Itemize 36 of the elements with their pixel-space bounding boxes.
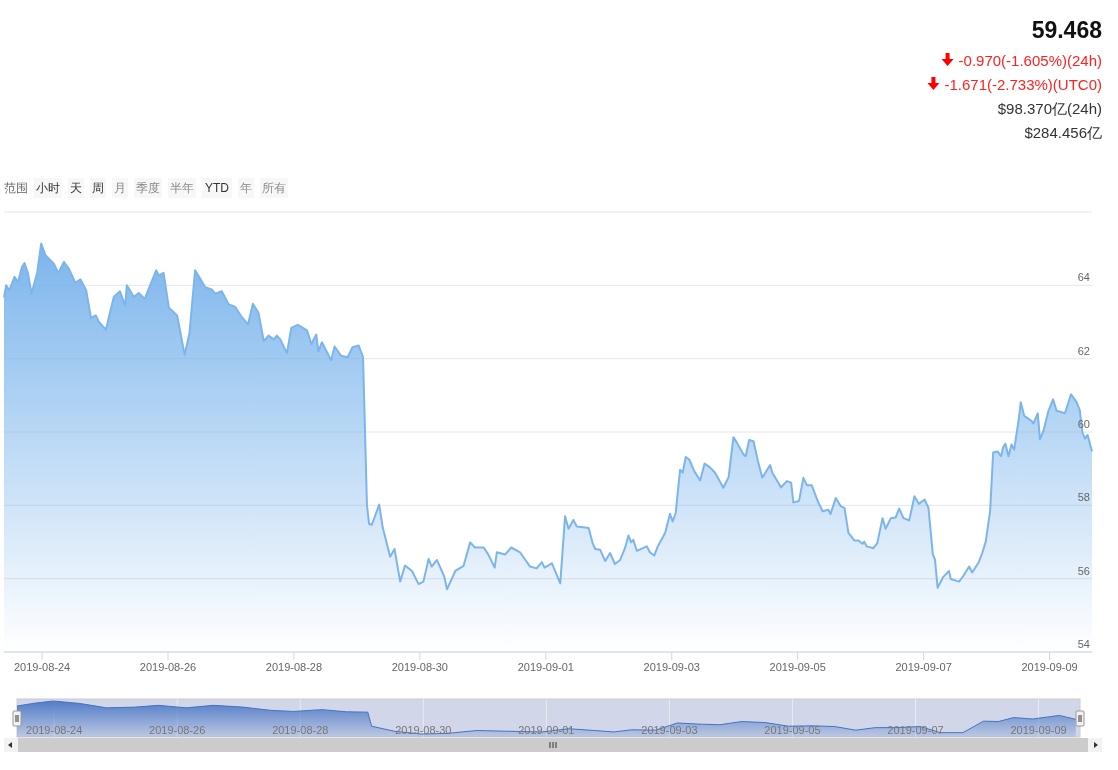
x-tick-label: 2019-08-24	[26, 724, 83, 736]
x-tick-label: 2019-09-09	[1010, 724, 1067, 736]
x-tick-label: 2019-09-03	[641, 724, 698, 736]
text: 季度	[136, 181, 160, 195]
text: $284.456亿	[1024, 124, 1102, 141]
text: 所有	[262, 181, 286, 195]
text: -1.671(-2.733%)(UTC0)	[944, 76, 1102, 93]
text: -0.970(-1.605%)(24h)	[958, 52, 1102, 69]
text: $98.370亿(24h)	[997, 100, 1102, 117]
x-tick-label: 2019-09-01	[517, 661, 574, 673]
x-tick-label: 2019-08-30	[391, 661, 449, 673]
x-tick-label: 2019-09-03	[643, 661, 700, 673]
x-tick-label: 2019-08-26	[139, 661, 197, 673]
x-tick-label: 2019-08-30	[395, 724, 452, 736]
y-tick-label: 58	[1077, 491, 1090, 504]
y-tick-label: 56	[1077, 564, 1090, 577]
y-tick-label: 62	[1077, 344, 1090, 357]
text: 范围	[4, 181, 28, 195]
x-tick-label: 2019-08-26	[149, 724, 206, 736]
text: 半年	[170, 181, 194, 195]
y-tick-label: 54	[1077, 638, 1090, 650]
text: 年	[240, 181, 252, 195]
text: 周	[92, 181, 104, 195]
x-tick-label: 2019-09-05	[769, 661, 826, 673]
x-tick-label: 2019-09-07	[895, 661, 952, 673]
text: 小时	[36, 181, 60, 195]
x-tick-label: 2019-08-24	[13, 661, 71, 673]
x-tick-label: 2019-09-05	[764, 724, 821, 736]
text: 月	[114, 181, 126, 195]
x-tick-label: 2019-08-28	[272, 724, 329, 736]
x-tick-label: 2019-09-09	[1021, 661, 1078, 673]
text: 59.468	[1031, 17, 1103, 43]
y-tick-label: 64	[1077, 271, 1090, 284]
text: 天	[70, 181, 82, 195]
x-tick-label: 2019-08-28	[265, 661, 323, 673]
text: YTD	[205, 181, 230, 195]
